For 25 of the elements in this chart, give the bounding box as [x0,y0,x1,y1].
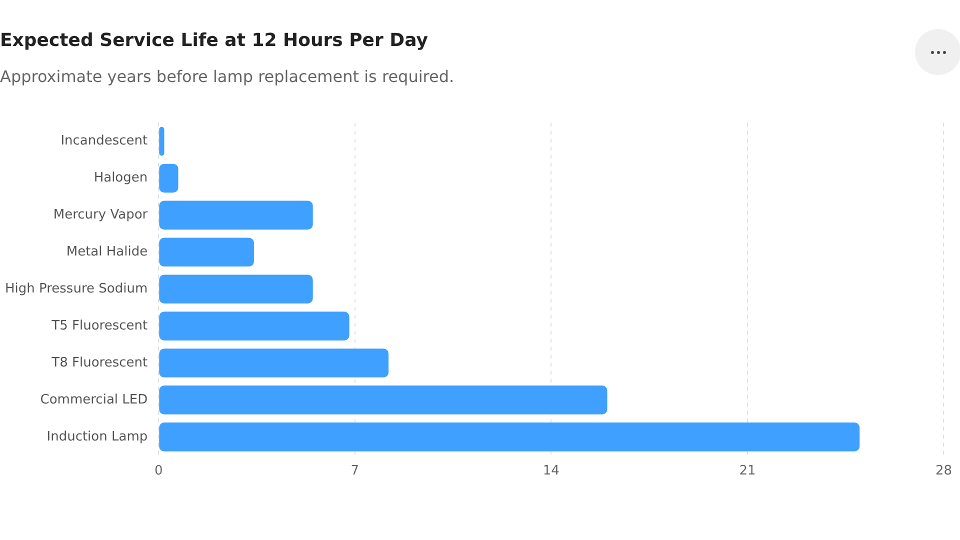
y-tick-label: Metal Halide [66,244,148,260]
y-tick-label: Incandescent [60,134,148,149]
chart-title: Expected Service Life at 12 Hours Per Day [0,30,428,51]
bar [159,126,164,156]
y-tick-label: T5 Fluorescent [50,318,148,334]
y-tick-label: High Pressure Sodium [4,281,148,296]
bar [159,386,608,414]
bar [159,312,350,340]
bar [159,348,389,378]
y-tick-label: Commercial LED [40,392,148,408]
bar [159,238,254,267]
bar [159,422,860,452]
x-tick-label: 21 [739,464,756,479]
x-tick-label: 0 [154,464,163,479]
bar [159,200,313,230]
x-tick-label: 7 [350,464,360,479]
y-tick-label: Halogen [94,170,148,186]
bar [159,274,313,304]
x-tick-label: 14 [542,464,560,479]
x-tick-label: 28 [935,464,952,479]
chart-subtitle: Approximate years before lamp replacement is required. [0,67,454,86]
y-tick-label: T8 Fluorescent [50,355,148,370]
bar [159,164,178,193]
y-tick-label: Induction Lamp [46,429,148,444]
y-tick-label: Mercury Vapor [53,208,148,223]
